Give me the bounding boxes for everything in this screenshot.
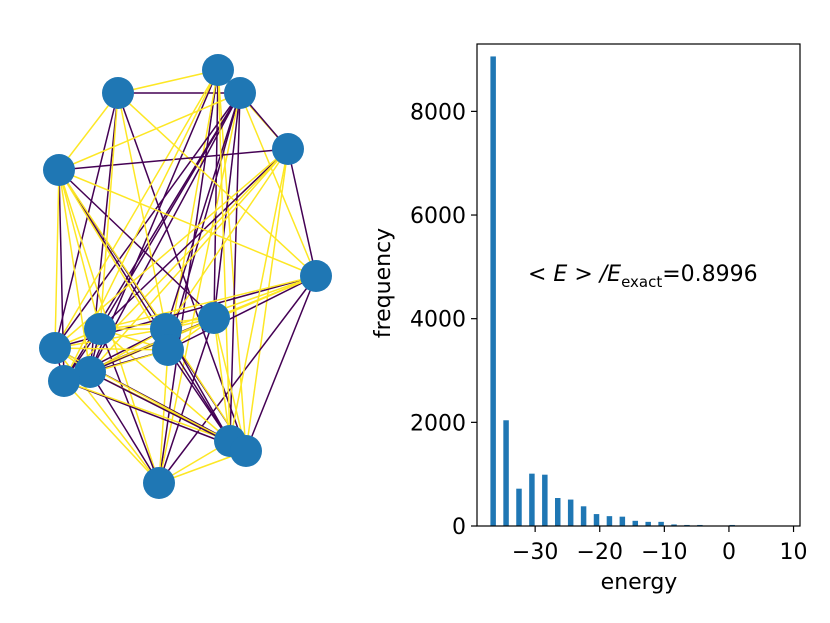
graph-edge <box>58 169 101 330</box>
graph-edge <box>54 169 60 349</box>
graph-edge <box>167 69 219 351</box>
graph-edge <box>63 380 231 442</box>
histogram-bar <box>503 420 509 526</box>
x-tick-label: 10 <box>780 540 808 565</box>
graph-node <box>48 365 80 397</box>
graph-node <box>224 77 256 109</box>
graph-edge <box>58 169 317 277</box>
histogram-bar <box>645 521 651 526</box>
annotation-value: =0.8996 <box>662 262 757 287</box>
graph-edge <box>117 92 317 277</box>
plot-frame <box>476 43 801 527</box>
graph-edge <box>167 275 317 351</box>
x-tick-label: −30 <box>512 540 558 565</box>
graph-node <box>43 154 75 186</box>
graph-node <box>198 302 230 334</box>
graph-edge <box>54 69 219 349</box>
histogram-bar <box>671 524 677 526</box>
graph-node <box>300 260 332 292</box>
annotation-subscript: exact <box>621 273 662 291</box>
y-axis-label: frequency <box>371 228 396 338</box>
x-axis-ticks: −30 −20 −10 0 10 <box>512 526 808 565</box>
histogram-bar <box>619 516 626 526</box>
graph-node <box>84 313 116 345</box>
histogram-bar <box>555 498 561 526</box>
y-tick-label: 2000 <box>410 411 466 436</box>
graph-edge <box>63 380 160 484</box>
histogram-bars <box>490 56 735 526</box>
graph-edge <box>63 275 317 382</box>
annotation-prefix: < E > /E <box>528 262 621 287</box>
graph-edge <box>213 69 219 319</box>
x-tick-label: −20 <box>577 540 623 565</box>
y-tick-label: 6000 <box>410 204 466 229</box>
graph-node <box>230 435 262 467</box>
graph-edge <box>239 92 317 277</box>
graph-node <box>143 467 175 499</box>
histogram-bar <box>529 473 535 526</box>
graph-edge <box>245 275 317 452</box>
graph-edge <box>229 148 289 442</box>
graph-edge <box>99 148 289 330</box>
y-tick-label: 0 <box>452 515 466 540</box>
graph-panel <box>39 54 332 499</box>
graph-edge <box>158 92 241 484</box>
graph-edge <box>158 275 317 484</box>
graph-edge <box>54 92 119 349</box>
graph-node <box>272 133 304 165</box>
histogram-bar <box>658 521 664 526</box>
graph-edge <box>89 371 160 484</box>
graph-edge <box>117 69 219 94</box>
graph-node <box>202 54 234 86</box>
graph-node <box>102 77 134 109</box>
graph-node <box>152 334 184 366</box>
graph-edge <box>58 169 167 330</box>
histogram-bar <box>542 474 548 526</box>
graph-edge <box>167 349 231 442</box>
graph-edge <box>58 92 241 171</box>
graph-nodes <box>39 54 332 499</box>
graph-edge <box>158 317 215 484</box>
graph-edge <box>229 92 241 442</box>
graph-edge <box>58 169 231 442</box>
graph-edge <box>99 92 119 330</box>
graph-edge <box>54 347 169 351</box>
graph-edge <box>287 148 317 277</box>
histogram-bar <box>606 516 613 526</box>
graph-edge <box>89 148 289 373</box>
histogram-bar <box>593 514 600 526</box>
graph-node <box>74 356 106 388</box>
histogram-bar <box>516 488 522 526</box>
y-tick-label: 4000 <box>410 308 466 333</box>
graph-edge <box>99 275 317 330</box>
graph-edge <box>117 92 167 330</box>
histogram-bar <box>632 520 639 526</box>
graph-edge <box>213 92 241 319</box>
histogram-panel: −30 −20 −10 0 10 0 2000 4000 6000 8000 energy fr… <box>371 43 808 595</box>
graph-edge <box>213 317 231 442</box>
x-tick-label: −10 <box>641 540 687 565</box>
graph-edge <box>58 169 91 373</box>
x-axis-label: energy <box>601 570 678 595</box>
graph-edge <box>58 169 215 319</box>
graph-edge <box>165 92 241 330</box>
graph-edge <box>213 317 247 452</box>
graph-edge <box>217 69 231 442</box>
y-axis-ticks: 0 2000 4000 6000 8000 <box>410 100 477 540</box>
histogram-bar <box>490 56 496 526</box>
histogram-bar <box>580 506 587 526</box>
histogram-bar <box>567 499 574 526</box>
energy-ratio-annotation: < E > /Eexact=0.8996 <box>528 262 758 291</box>
x-tick-label: 0 <box>722 540 736 565</box>
graph-edge <box>54 92 241 349</box>
graph-edge <box>58 169 169 351</box>
y-tick-label: 8000 <box>410 100 466 125</box>
graph-edge <box>58 92 119 171</box>
graph-node <box>39 332 71 364</box>
